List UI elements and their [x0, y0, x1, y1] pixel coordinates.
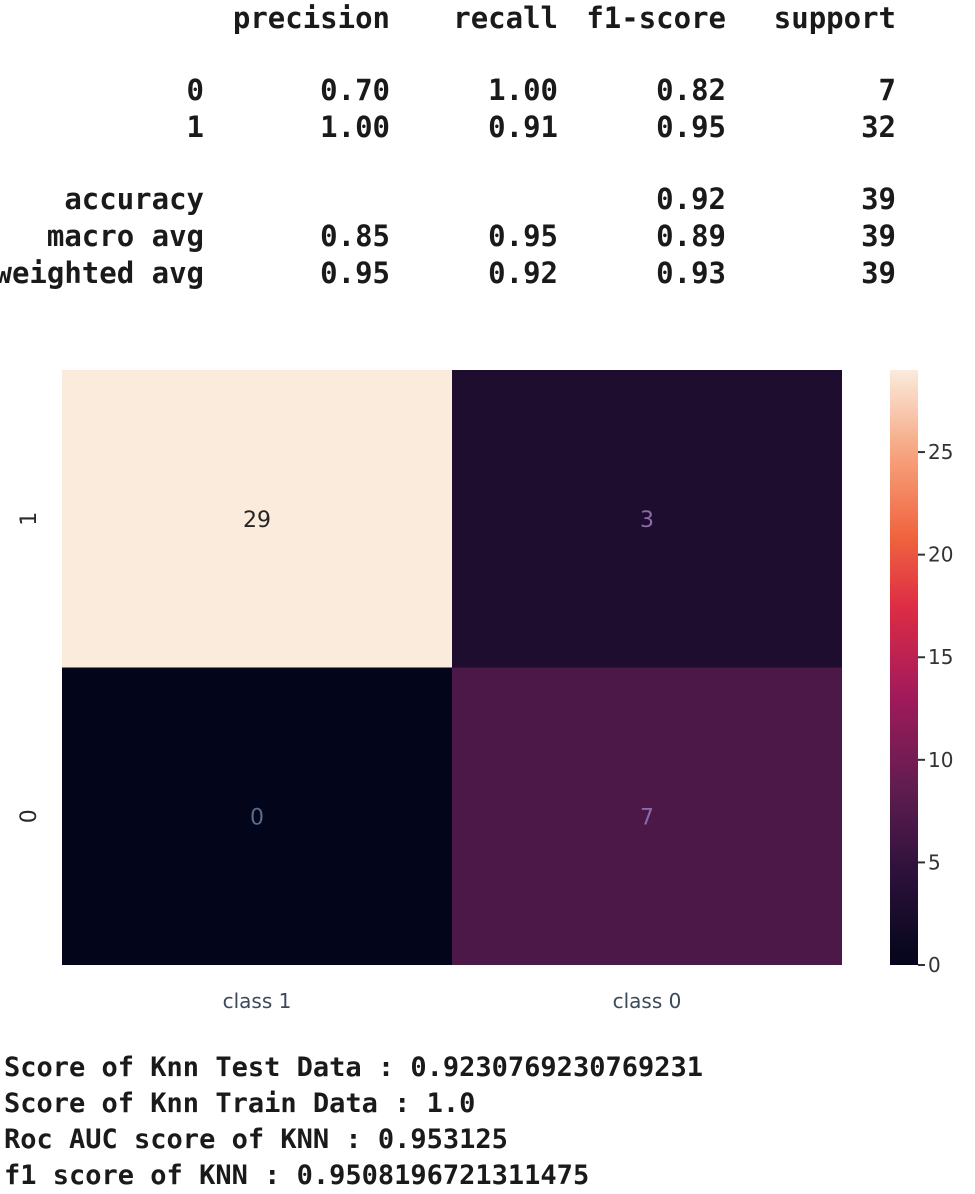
- colorbar-tick-label: 5: [928, 850, 941, 874]
- report-cell-f1: 0.89: [656, 219, 726, 253]
- report-row-label: macro avg: [46, 219, 204, 253]
- report-cell-f1: 0.92: [656, 182, 726, 216]
- heatmap-cell-label: 0: [250, 805, 264, 830]
- y-tick-label: 0: [17, 809, 42, 823]
- report-cell-f1: 0.93: [656, 256, 726, 290]
- score-line: Score of Knn Test Data : 0.9230769230769…: [4, 1052, 703, 1083]
- report-header-precision: precision: [232, 1, 390, 35]
- report-row-label: accuracy: [64, 182, 204, 216]
- colorbar-tick-label: 20: [928, 543, 953, 567]
- heatmap-cells: [62, 370, 842, 965]
- report-cell-recall: 0.91: [488, 110, 558, 144]
- y-tick-labels: 10: [17, 512, 42, 824]
- report-row-label: weighted avg: [0, 256, 204, 290]
- colorbar-tick-label: 0: [928, 953, 941, 977]
- report-cell-support: 7: [878, 73, 896, 107]
- heatmap-cell-labels: 29 3 0 7: [243, 508, 654, 831]
- report-cell-f1: 0.95: [656, 110, 726, 144]
- report-cell-recall: 1.00: [488, 73, 558, 107]
- score-line: Score of Knn Train Data : 1.0: [4, 1088, 476, 1119]
- colorbar-tick-label: 25: [928, 440, 953, 464]
- report-row-label: 1: [186, 110, 204, 144]
- report-row-label: 0: [186, 73, 204, 107]
- report-cell-support: 39: [861, 182, 896, 216]
- heatmap-cell-label: 29: [243, 508, 271, 533]
- colorbar-ticks: 0 5 10 15 20 25: [918, 440, 953, 977]
- heatmap-cell-label: 3: [640, 508, 654, 533]
- x-tick-labels: class 1 class 0: [223, 989, 682, 1013]
- report-cell-support: 39: [861, 219, 896, 253]
- score-line: Roc AUC score of KNN : 0.953125: [4, 1124, 508, 1155]
- report-cell-precision: 1.00: [320, 110, 390, 144]
- y-tick-label: 1: [17, 512, 42, 526]
- x-tick-label: class 1: [223, 989, 292, 1013]
- report-cell-precision: 0.70: [320, 73, 390, 107]
- heatmap-cell: [452, 370, 842, 668]
- report-cell-precision: 0.85: [320, 219, 390, 253]
- heatmap-cell-label: 7: [640, 805, 654, 830]
- report-cell-support: 32: [861, 110, 896, 144]
- colorbar-tick-label: 10: [928, 748, 953, 772]
- score-line: f1 score of KNN : 0.9508196721311475: [4, 1160, 590, 1191]
- report-header-f1-score: f1-score: [586, 1, 726, 35]
- report-cell-f1: 0.82: [656, 73, 726, 107]
- report-header-support: support: [773, 1, 896, 35]
- colorbar-tick-label: 15: [928, 645, 953, 669]
- report-cell-recall: 0.95: [488, 219, 558, 253]
- report-cell-precision: 0.95: [320, 256, 390, 290]
- heatmap-cell: [62, 667, 452, 965]
- x-tick-label: class 0: [613, 989, 682, 1013]
- classification-report: precision recall f1-score support 0 0.70 1.00 0…: [0, 0, 975, 300]
- report-cell-support: 39: [861, 256, 896, 290]
- report-header-recall: recall: [453, 1, 558, 35]
- heatmap-cell: [62, 370, 452, 668]
- heatmap-cell: [452, 667, 842, 965]
- colorbar: [890, 370, 918, 965]
- report-cell-recall: 0.92: [488, 256, 558, 290]
